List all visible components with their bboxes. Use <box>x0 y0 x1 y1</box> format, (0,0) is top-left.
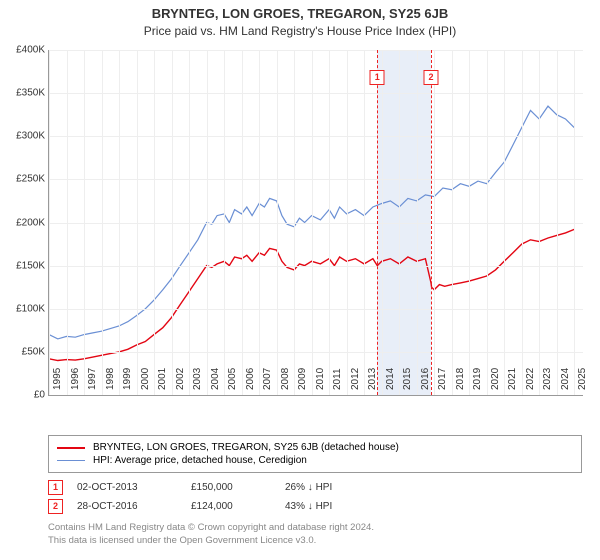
chart-title: BRYNTEG, LON GROES, TREGARON, SY25 6JB <box>0 0 600 21</box>
event-marker-label: 1 <box>370 70 385 85</box>
events-table: 1 02-OCT-2013 £150,000 26% ↓ HPI 2 28-OCT-201… <box>48 478 332 516</box>
x-axis-label: 2008 <box>280 368 291 390</box>
x-axis-label: 2007 <box>262 368 273 390</box>
x-axis-label: 2001 <box>157 368 168 390</box>
event-delta: 26% ↓ HPI <box>285 482 332 493</box>
event-date: 28-OCT-2016 <box>77 501 177 512</box>
x-axis-label: 2012 <box>350 368 361 390</box>
x-axis-label: 2018 <box>455 368 466 390</box>
event-marker-line <box>377 50 378 395</box>
license-text: Contains HM Land Registry data © Crown c… <box>48 522 582 548</box>
legend-label: BRYNTEG, LON GROES, TREGARON, SY25 6JB (… <box>93 442 399 453</box>
event-marker-label: 2 <box>424 70 439 85</box>
event-price: £150,000 <box>191 482 271 493</box>
x-axis-label: 2000 <box>140 368 151 390</box>
event-number: 2 <box>48 499 63 514</box>
x-axis-label: 2017 <box>437 368 448 390</box>
x-axis-label: 2004 <box>210 368 221 390</box>
x-axis-label: 2014 <box>385 368 396 390</box>
x-axis-label: 2024 <box>560 368 571 390</box>
y-axis-label: £100K <box>3 303 45 314</box>
x-axis-label: 2025 <box>577 368 588 390</box>
chart-plot-area: £0£50K£100K£150K£200K£250K£300K£350K£400… <box>48 50 583 396</box>
license-line: This data is licensed under the Open Gov… <box>48 535 582 548</box>
legend-box: BRYNTEG, LON GROES, TREGARON, SY25 6JB (… <box>48 435 582 473</box>
event-date: 02-OCT-2013 <box>77 482 177 493</box>
license-line: Contains HM Land Registry data © Crown c… <box>48 522 582 535</box>
x-axis-label: 2002 <box>175 368 186 390</box>
x-axis-label: 2021 <box>507 368 518 390</box>
x-axis-label: 1995 <box>52 368 63 390</box>
y-axis-label: £200K <box>3 217 45 228</box>
x-axis-label: 1997 <box>87 368 98 390</box>
x-axis-label: 2015 <box>402 368 413 390</box>
x-axis-label: 2006 <box>245 368 256 390</box>
y-axis-label: £400K <box>3 45 45 56</box>
event-row: 2 28-OCT-2016 £124,000 43% ↓ HPI <box>48 497 332 516</box>
event-price: £124,000 <box>191 501 271 512</box>
x-axis-label: 2010 <box>315 368 326 390</box>
legend-item: HPI: Average price, detached house, Cere… <box>57 454 573 467</box>
x-axis-label: 2020 <box>490 368 501 390</box>
event-number: 1 <box>48 480 63 495</box>
chart-subtitle: Price paid vs. HM Land Registry's House … <box>0 21 600 38</box>
y-axis-label: £250K <box>3 174 45 185</box>
legend-swatch <box>57 447 85 449</box>
x-axis-label: 2011 <box>332 368 343 390</box>
x-axis-label: 1998 <box>105 368 116 390</box>
x-axis-label: 2022 <box>525 368 536 390</box>
x-axis-label: 2023 <box>542 368 553 390</box>
x-axis-label: 2005 <box>227 368 238 390</box>
y-axis-label: £300K <box>3 131 45 142</box>
x-axis-label: 2009 <box>297 368 308 390</box>
legend-label: HPI: Average price, detached house, Cere… <box>93 455 307 466</box>
y-axis-label: £150K <box>3 260 45 271</box>
x-axis-label: 2003 <box>192 368 203 390</box>
x-axis-label: 1996 <box>70 368 81 390</box>
x-axis-label: 2019 <box>472 368 483 390</box>
legend-item: BRYNTEG, LON GROES, TREGARON, SY25 6JB (… <box>57 441 573 454</box>
y-axis-label: £50K <box>3 346 45 357</box>
event-delta: 43% ↓ HPI <box>285 501 332 512</box>
x-axis-label: 1999 <box>122 368 133 390</box>
y-axis-label: £0 <box>3 390 45 401</box>
event-marker-line <box>431 50 432 395</box>
x-axis-label: 2016 <box>420 368 431 390</box>
event-row: 1 02-OCT-2013 £150,000 26% ↓ HPI <box>48 478 332 497</box>
legend-swatch <box>57 460 85 461</box>
y-axis-label: £350K <box>3 88 45 99</box>
